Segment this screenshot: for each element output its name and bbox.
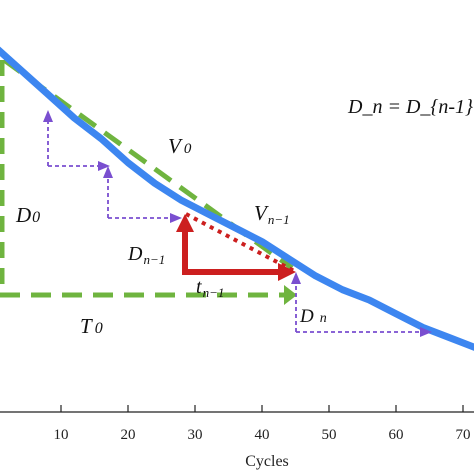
arrowhead-right-2 <box>170 213 182 223</box>
x-tick-label: 50 <box>322 427 337 443</box>
x-tick-label: 60 <box>389 427 404 443</box>
vn1-tangent-segment <box>185 212 297 274</box>
x-axis-label: Cycles <box>245 453 289 470</box>
d0-subscript: 0 <box>32 209 40 226</box>
t0-subscript: 0 <box>95 320 103 337</box>
dn1-subscript: n−1 <box>143 252 165 267</box>
x-axis-ticks: 10 20 30 40 50 60 70 <box>54 405 471 443</box>
arrowhead-up-1 <box>43 110 53 122</box>
arrowhead-up-2 <box>103 166 113 178</box>
x-tick-label: 30 <box>188 427 203 443</box>
tn1-arrow-head <box>278 263 296 281</box>
vn1-subscript: n−1 <box>268 212 290 227</box>
purple-staircase <box>47 116 424 333</box>
x-tick-label: 40 <box>255 427 270 443</box>
t0-arrow-head <box>284 285 297 305</box>
svg-text:D_n = D_{n-1}: D_n = D_{n-1} <box>347 96 473 118</box>
staircase-arrowheads <box>43 110 432 337</box>
vn1-label: Vn−1 <box>254 201 290 227</box>
dn-subscript: n <box>320 311 327 326</box>
v0-subscript: 0 <box>184 141 192 157</box>
tn1-label: tn−1 <box>196 276 224 300</box>
dn1-label: Dn−1 <box>127 243 165 267</box>
x-tick-label: 10 <box>54 427 69 443</box>
d0-label: D0 <box>15 203 40 227</box>
arrowhead-right-1 <box>98 161 110 171</box>
arrowhead-up-3 <box>291 272 301 284</box>
arrowhead-right-3 <box>420 327 432 337</box>
tn1-subscript: n−1 <box>203 285 225 300</box>
degradation-curve <box>0 46 474 351</box>
formula-label: D_n = D_{n-1} <box>347 96 473 118</box>
x-tick-label: 20 <box>121 427 136 443</box>
formula-text: D_n = D_{n-1} <box>347 96 473 118</box>
x-tick-label: 70 <box>456 427 471 443</box>
dn1-arrow-head <box>176 214 194 232</box>
